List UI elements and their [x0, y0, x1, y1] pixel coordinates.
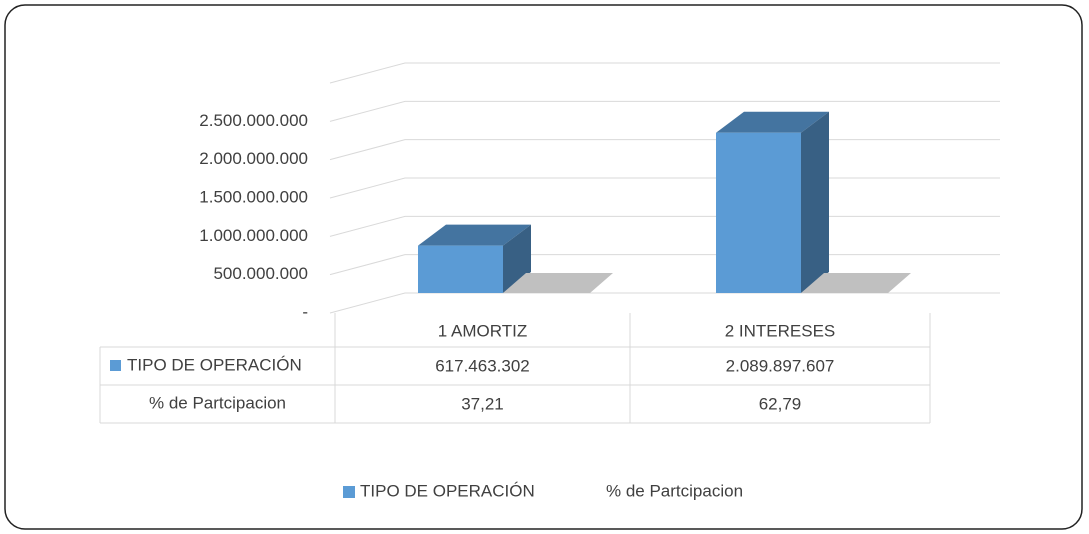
- y-tick-label: 1.500.000.000: [199, 187, 308, 206]
- bar-side: [801, 111, 829, 294]
- bar-front: [716, 132, 801, 293]
- legend-swatch: [343, 486, 355, 498]
- table-row-label: % de Partcipacion: [149, 393, 286, 412]
- y-tick-label: 2.000.000.000: [199, 149, 308, 168]
- y-tick-label: 1.000.000.000: [199, 226, 308, 245]
- bar: [716, 111, 829, 294]
- grid-line: [329, 62, 1000, 84]
- table-value: 2.089.897.607: [726, 356, 835, 375]
- x-tick-label: 2 INTERESES: [725, 321, 836, 340]
- table-value: 617.463.302: [435, 356, 530, 375]
- bar: [801, 273, 911, 293]
- x-tick-label: 1 AMORTIZ: [438, 321, 527, 340]
- bar-top: [716, 111, 829, 133]
- table-value: 62,79: [759, 394, 802, 413]
- bar-front: [418, 245, 503, 293]
- legend-label: TIPO DE OPERACIÓN: [360, 481, 535, 500]
- bar: [503, 273, 613, 293]
- chart-frame: [4, 4, 1083, 530]
- table-row-label: TIPO DE OPERACIÓN: [127, 355, 302, 374]
- legend-label: % de Partcipacion: [606, 481, 743, 500]
- bar-top: [418, 224, 531, 246]
- y-tick-label: 2.500.000.000: [199, 111, 308, 130]
- y-tick-label: 500.000.000: [213, 264, 308, 283]
- grid-line: [329, 100, 1000, 122]
- table-value: 37,21: [461, 394, 504, 413]
- table-legend-key: [110, 360, 121, 371]
- y-tick-label: -: [302, 302, 308, 321]
- bar: [418, 224, 531, 293]
